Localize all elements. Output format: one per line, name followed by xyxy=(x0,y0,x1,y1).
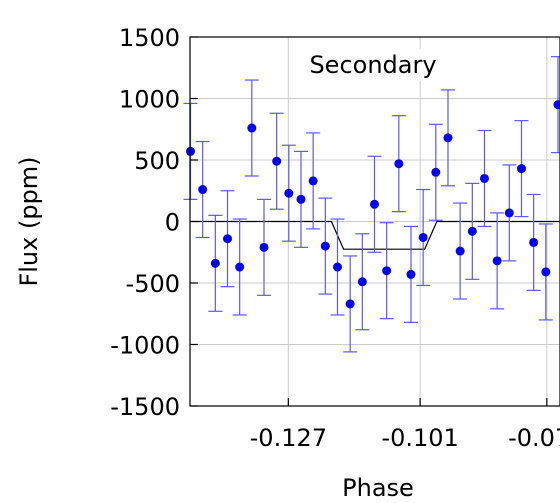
transit-model-line xyxy=(190,220,560,250)
data-point xyxy=(198,185,208,195)
title-background xyxy=(297,49,449,81)
data-point xyxy=(308,176,318,186)
y-axis-label: Flux (ppm) xyxy=(15,156,43,286)
data-point xyxy=(418,232,428,242)
x-tick-label: -0.127 xyxy=(250,424,327,452)
data-point xyxy=(443,133,453,143)
y-tick-label: 1000 xyxy=(119,86,180,114)
data-point xyxy=(382,266,392,276)
model-curve-group xyxy=(190,220,560,250)
data-point xyxy=(553,100,560,110)
data-point xyxy=(541,267,551,277)
data-point-group xyxy=(186,100,560,309)
data-point xyxy=(467,226,477,236)
data-point xyxy=(369,199,379,209)
y-tick-label: 500 xyxy=(134,147,180,175)
y-tick-label: -1000 xyxy=(110,332,180,360)
data-point xyxy=(332,262,342,272)
ticks: 1500 1000 500 0 -500 -1000 -1500 -0.127 -0.101 -0… xyxy=(110,24,560,452)
data-point xyxy=(259,242,269,252)
x-tick-label: -0.101 xyxy=(381,424,458,452)
data-point xyxy=(223,234,233,244)
y-tick-label: 1500 xyxy=(119,24,180,52)
data-point xyxy=(235,262,245,272)
data-point xyxy=(504,208,514,218)
data-point xyxy=(516,164,526,174)
data-point xyxy=(492,256,502,266)
data-point xyxy=(345,299,355,309)
x-tick-label: -0.076 xyxy=(508,424,560,452)
data-point xyxy=(406,269,416,279)
data-point xyxy=(296,194,306,204)
x-axis-label: Phase xyxy=(342,474,414,502)
data-point xyxy=(284,188,294,198)
data-point xyxy=(247,123,257,133)
y-tick-label: -1500 xyxy=(110,393,180,421)
data-point xyxy=(431,167,441,177)
y-tick-label: -500 xyxy=(126,270,180,298)
data-point xyxy=(479,173,489,183)
data-point xyxy=(357,277,367,287)
data-point xyxy=(320,241,330,251)
data-point xyxy=(210,258,220,268)
data-point xyxy=(455,246,465,256)
data-point xyxy=(272,156,282,166)
chart-title: Secondary xyxy=(309,51,436,79)
data-point xyxy=(529,237,539,247)
y-tick-label: 0 xyxy=(165,209,180,237)
data-point xyxy=(394,159,404,169)
